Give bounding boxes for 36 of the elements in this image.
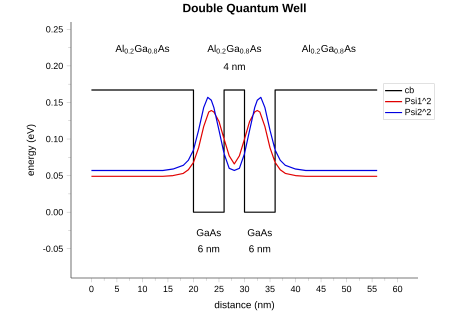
legend-label: Psi2^2 (405, 108, 431, 116)
x-tick-label: 40 (290, 286, 300, 292)
y-tick-label: -0.05 (43, 246, 63, 252)
x-tick-label: 50 (342, 286, 352, 292)
x-tick-label: 25 (214, 286, 224, 292)
legend-label: Psi1^2 (405, 98, 431, 104)
line-series (90, 96, 378, 172)
legend-label: cb (405, 86, 414, 94)
y-tick-label: 0.20 (46, 62, 63, 70)
annotation: Al$_{0.2}$Ga$_{0.8}$As (207, 44, 262, 54)
chart-title: Double Quantum Well (183, 3, 306, 14)
x-tick-label: 15 (164, 286, 173, 292)
x-tick-label: 5 (114, 286, 120, 292)
y-tick-label: 0.25 (46, 26, 63, 32)
line-series (90, 110, 378, 177)
annotation: 4 nm (224, 63, 245, 70)
annotation: 6 nm (198, 245, 220, 252)
y-tick-label: 0.00 (46, 208, 63, 216)
x-tick-label: 0 (89, 286, 94, 292)
x-tick-label: 20 (188, 286, 198, 292)
annotation: Al$_{0.2}$Ga$_{0.8}$As (302, 44, 356, 54)
annotation: 6 nm (249, 245, 270, 252)
x-axis-title: distance (nm) (214, 300, 274, 310)
y-axis-title: energy (eV) (26, 124, 36, 176)
x-tick-label: 10 (138, 286, 148, 292)
annotation: Al$_{0.2}$Ga$_{0.8}$As (115, 44, 170, 54)
x-tick-label: 55 (367, 286, 377, 292)
y-tick-label: 0.05 (46, 172, 63, 179)
y-tick-label: 0.10 (46, 136, 63, 142)
x-tick-label: 30 (240, 286, 250, 292)
x-tick-label: 60 (393, 286, 402, 292)
x-tick-label: 35 (265, 286, 275, 292)
annotation: GaAs (196, 229, 221, 236)
annotation: GaAs (248, 229, 272, 236)
y-tick-label: 0.15 (46, 99, 63, 106)
x-tick-label: 45 (316, 286, 326, 292)
